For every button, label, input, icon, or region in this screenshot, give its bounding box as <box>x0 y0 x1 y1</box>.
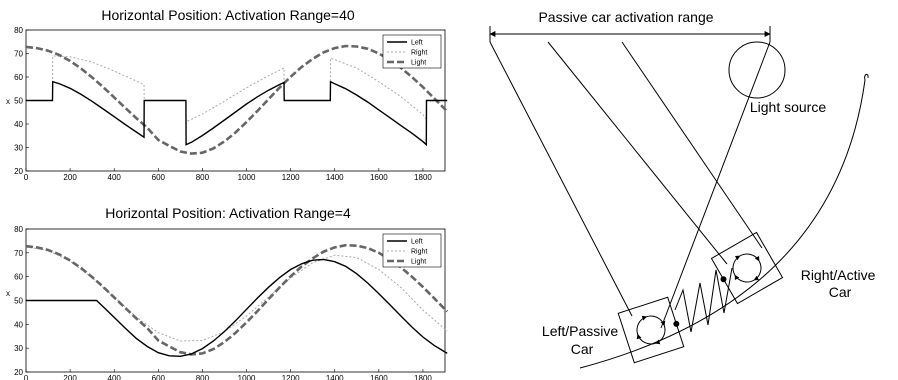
x-tick-label: 1600 <box>370 374 388 380</box>
y-tick-label: 30 <box>14 344 23 353</box>
x-tick-label: 600 <box>152 374 166 380</box>
y-tick-label: 50 <box>14 297 23 306</box>
active-car-arc-3 <box>734 274 755 283</box>
x-tick-label: 1400 <box>326 374 344 380</box>
chart-activation-range-4: Horizontal Position: Activation Range=4 … <box>6 205 449 380</box>
y-axis-label: x <box>6 97 10 106</box>
y-tick-label: 60 <box>14 73 23 82</box>
passive-car-arc-4 <box>636 315 648 335</box>
y-tick-label: 80 <box>14 26 23 35</box>
x-tick-label: 400 <box>108 374 122 380</box>
active-car-arc-4 <box>732 255 741 276</box>
sightline-active-inner <box>621 41 763 249</box>
y-tick-label: 40 <box>14 120 23 129</box>
x-tick-label: 1000 <box>238 173 256 182</box>
y-tick-label: 30 <box>14 144 23 153</box>
active-car-arc-2 <box>753 260 762 281</box>
active-car-arc-1 <box>739 253 760 262</box>
x-ticks: 0 200 400 600 800 1000 1200 1400 1600 1800 <box>24 369 432 380</box>
chart-title: Horizontal Position: Activation Range=40 <box>101 7 355 23</box>
sightline-active-outer <box>547 41 728 265</box>
x-tick-label: 1600 <box>370 173 388 182</box>
y-ticks: 20 30 40 50 60 70 80 <box>14 225 29 377</box>
passive-car <box>617 296 685 364</box>
light-source-label: Light source <box>750 99 826 115</box>
active-car-label-line1: Right/Active <box>801 267 876 283</box>
chart-title: Horizontal Position: Activation Range=4 <box>105 205 351 221</box>
y-ticks: 20 30 40 50 60 70 80 <box>14 26 29 176</box>
diagram: Passive car activation range Light sourc… <box>489 9 880 369</box>
legend-label: Right <box>411 249 427 256</box>
passive-car-arc-1 <box>646 315 666 327</box>
y-tick-label: 20 <box>14 167 23 176</box>
y-tick-label: 70 <box>14 50 23 59</box>
x-tick-label: 0 <box>24 374 29 380</box>
legend-label: Light <box>411 60 426 67</box>
legend: Left Right Light <box>382 34 442 69</box>
active-car-dot <box>720 276 727 283</box>
passive-car-dot <box>673 320 680 327</box>
plot-frame <box>25 29 446 172</box>
legend-label: Left <box>411 40 423 47</box>
x-tick-label: 200 <box>63 173 77 182</box>
passive-car-label-line1: Left/Passive <box>542 323 618 339</box>
series-line-left <box>26 80 448 147</box>
x-tick-label: 1800 <box>414 374 432 380</box>
x-tick-label: 1400 <box>326 173 344 182</box>
active-car-label: Right/Active Car <box>801 267 880 300</box>
legend-label: Right <box>411 50 427 57</box>
series-line-left <box>26 258 448 358</box>
activation-range-label: Passive car activation range <box>538 9 713 25</box>
passive-car-arc-2 <box>654 325 666 345</box>
track-end-hook <box>864 73 869 81</box>
active-car-body <box>710 231 784 305</box>
y-tick-label: 60 <box>14 273 23 282</box>
light-source-circle <box>728 41 786 99</box>
x-tick-label: 200 <box>63 374 77 380</box>
active-car-label-line2: Car <box>829 284 852 300</box>
passive-car-arc-3 <box>636 333 656 345</box>
x-tick-label: 800 <box>196 374 210 380</box>
x-tick-label: 400 <box>108 173 122 182</box>
legend-label: Light <box>411 259 426 266</box>
x-ticks: 0 200 400 600 800 1000 1200 1400 1600 1800 <box>24 168 432 182</box>
legend: Left Right Light <box>382 233 442 268</box>
x-tick-label: 1800 <box>414 173 432 182</box>
x-tick-label: 1200 <box>282 374 300 380</box>
y-tick-label: 50 <box>14 97 23 106</box>
x-tick-label: 800 <box>196 173 210 182</box>
x-tick-label: 1200 <box>282 173 300 182</box>
passive-car-label: Left/Passive Car <box>542 323 622 357</box>
y-tick-label: 20 <box>14 368 23 377</box>
track-arc <box>579 79 866 369</box>
y-tick-label: 70 <box>14 249 23 258</box>
active-car <box>710 231 784 305</box>
x-tick-label: 0 <box>24 173 29 182</box>
passive-car-label-line2: Car <box>571 341 594 357</box>
x-tick-label: 600 <box>152 173 166 182</box>
sightline-passive-outer <box>489 41 633 317</box>
legend-label: Left <box>411 239 423 246</box>
y-axis-label: x <box>6 289 10 298</box>
sightline-passive-inner <box>660 41 771 329</box>
x-tick-label: 1000 <box>238 374 256 380</box>
y-tick-label: 80 <box>14 225 23 234</box>
y-tick-label: 40 <box>14 320 23 329</box>
chart-activation-range-40: Horizontal Position: Activation Range=40… <box>6 7 449 182</box>
spring <box>674 267 733 333</box>
